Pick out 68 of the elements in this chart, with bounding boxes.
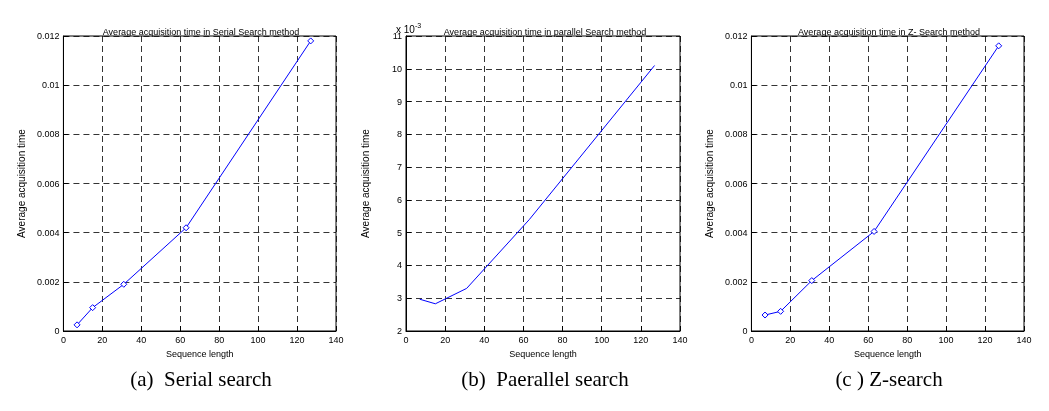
y-axis-title: Average acquisition time bbox=[359, 128, 371, 238]
chart-title: Average acquisition time in Serial Search method bbox=[102, 26, 300, 37]
chart-title: Average acquisition time in Z- Search method bbox=[798, 26, 980, 37]
y-tick-label: 3 bbox=[396, 293, 402, 304]
text: (c ) Z-search bbox=[835, 366, 944, 391]
y-tick-label: 0.01 bbox=[41, 80, 60, 91]
x-tick-label: 20 bbox=[97, 334, 108, 345]
y-tick-label: 8 bbox=[396, 129, 402, 140]
x-tick-label: 140 bbox=[1016, 334, 1032, 345]
x-tick-label: 140 bbox=[672, 334, 688, 345]
x-tick-label: 60 bbox=[175, 334, 186, 345]
x-tick-label: 0 bbox=[403, 334, 409, 345]
x-tick-label: 100 bbox=[594, 334, 610, 345]
y-tick-label: 0.008 bbox=[36, 129, 60, 140]
y-tick-label: 5 bbox=[396, 227, 402, 238]
x-tick-label: 40 bbox=[479, 334, 490, 345]
x-tick-label: 100 bbox=[938, 334, 954, 345]
y-tick-label: 0.002 bbox=[36, 276, 60, 287]
x-tick-label: 80 bbox=[902, 334, 913, 345]
x-tick-label: 40 bbox=[136, 334, 147, 345]
x-tick-label: 140 bbox=[328, 334, 344, 345]
y-tick-label: 2 bbox=[396, 326, 402, 336]
y-tick-label: 0.008 bbox=[724, 129, 748, 140]
x-tick-label: 120 bbox=[977, 334, 993, 345]
y-tick-label: 0.002 bbox=[724, 276, 748, 287]
x-tick-label: 40 bbox=[824, 334, 835, 345]
x-tick-label: 80 bbox=[557, 334, 568, 345]
point bbox=[761, 311, 769, 319]
point bbox=[870, 227, 878, 235]
y-tick-label: 10 bbox=[391, 63, 402, 74]
x-tick-label: 20 bbox=[785, 334, 796, 345]
x-tick-label: 120 bbox=[633, 334, 649, 345]
line-series bbox=[419, 65, 656, 305]
point bbox=[307, 37, 315, 45]
x-tick-label: 60 bbox=[518, 334, 529, 345]
x-tick-label: 20 bbox=[440, 334, 451, 345]
x-axis-title: Sequence length bbox=[853, 348, 922, 359]
x-tick-label: 100 bbox=[250, 334, 266, 345]
y-tick-label: 0 bbox=[54, 326, 60, 336]
y-tick-label: 0.01 bbox=[729, 80, 748, 91]
chart-title: Average acquisition time in parallel Search method bbox=[443, 26, 647, 37]
y-tick-label: 0.012 bbox=[724, 31, 748, 41]
point bbox=[120, 280, 128, 288]
x-tick-label: 60 bbox=[863, 334, 874, 345]
y-axis-title: Average acquisition time bbox=[15, 128, 27, 238]
point bbox=[182, 224, 190, 232]
y-tick-label: 0 bbox=[742, 326, 748, 336]
y-tick-label: 4 bbox=[396, 260, 402, 271]
text: (a) Serial search bbox=[130, 366, 273, 391]
y-tick-label: 6 bbox=[396, 194, 402, 205]
x-tick-label: 120 bbox=[289, 334, 305, 345]
y-tick-label: 0.006 bbox=[724, 178, 748, 189]
point bbox=[73, 321, 81, 329]
point bbox=[995, 42, 1003, 50]
y-tick-label: 0.004 bbox=[36, 227, 60, 238]
y-axis-title: Average acquisition time bbox=[703, 128, 715, 238]
point bbox=[89, 304, 97, 312]
x-axis-title: Sequence length bbox=[509, 348, 577, 359]
y-tick-label: 9 bbox=[396, 96, 402, 107]
text: (b) Paerallel search bbox=[461, 366, 630, 391]
x-axis-title: Sequence length bbox=[165, 348, 234, 359]
point bbox=[777, 307, 785, 315]
point bbox=[808, 277, 816, 285]
x-tick-label: 80 bbox=[214, 334, 225, 345]
y-tick-label: 0.004 bbox=[724, 227, 748, 238]
y-tick-label: 7 bbox=[396, 162, 402, 173]
y-tick-label: 0.012 bbox=[36, 31, 60, 41]
y-tick-label: 0.006 bbox=[36, 178, 60, 189]
